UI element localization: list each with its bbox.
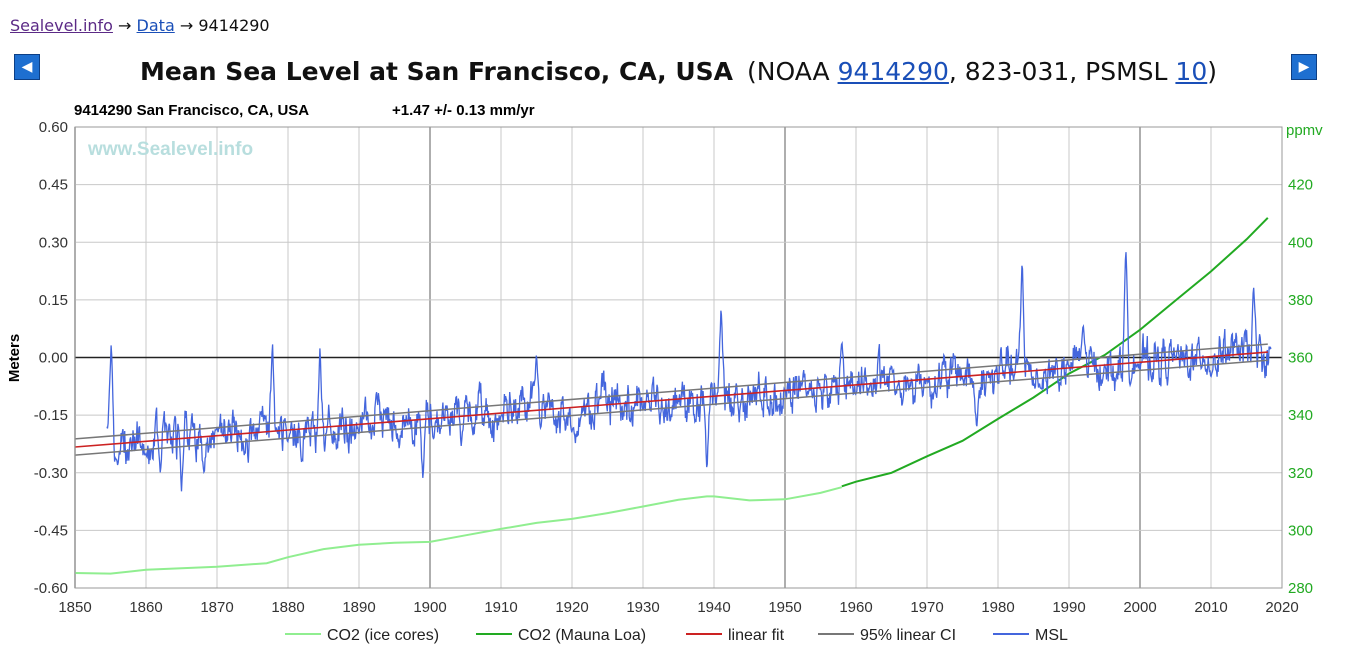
legend-label: 95% linear CI (860, 627, 956, 644)
y-tick-label: 0.00 (39, 350, 68, 367)
legend-label: CO2 (ice cores) (327, 627, 439, 644)
y-axis-label: Meters (6, 334, 23, 382)
plot-frame (74, 126, 1283, 589)
x-tick-label: 1920 (555, 599, 588, 616)
y2-tick-label: 380 (1288, 292, 1313, 309)
legend-label: linear fit (728, 627, 785, 644)
legend-co2-mauna-loa: CO2 (Mauna Loa) (476, 627, 646, 644)
x-tick-label: 1850 (58, 599, 91, 616)
station-ids: (NOAA 9414290, 823-031, PSMSL 10) (747, 57, 1217, 86)
linear-fit-line (74, 351, 1268, 448)
breadcrumb-current: 9414290 (198, 16, 270, 35)
ci-upper-line (74, 343, 1268, 440)
y2-tick-label: 360 (1288, 350, 1313, 367)
legend-co2-ice-cores: CO2 (ice cores) (285, 627, 439, 644)
page-title: Mean Sea Level at San Francisco, CA, USA… (0, 57, 1357, 86)
y2-tick-label: 320 (1288, 465, 1313, 482)
y2-tick-label: 340 (1288, 407, 1313, 424)
x-tick-label: 1900 (413, 599, 446, 616)
y2-tick-label: 400 (1288, 234, 1313, 251)
x-tick-label: 2020 (1265, 599, 1298, 616)
previous-station-button[interactable]: ◀ (14, 54, 40, 80)
y2-tick-label: 300 (1288, 522, 1313, 539)
legend-label: CO2 (Mauna Loa) (518, 627, 646, 644)
x-tick-label: 1890 (342, 599, 375, 616)
x-tick-label: 1870 (200, 599, 233, 616)
watermark: www.Sealevel.info (87, 139, 253, 160)
page-title-text: Mean Sea Level at San Francisco, CA, USA (140, 57, 734, 86)
y-tick-label: 0.60 (39, 119, 68, 136)
x-tick-label: 1930 (626, 599, 659, 616)
x-tick-label: 1880 (271, 599, 304, 616)
station-ids-middle: , 823-031, PSMSL (948, 57, 1168, 86)
series-layer (74, 217, 1282, 575)
legend: CO2 (ice cores) CO2 (Mauna Loa) linear fit… (285, 627, 1068, 644)
noaa-station-link[interactable]: 9414290 (837, 57, 949, 86)
breadcrumb-home-link[interactable]: Sealevel.info (10, 16, 113, 35)
y-tick-label: -0.60 (34, 580, 68, 597)
legend-label: MSL (1035, 627, 1068, 644)
y-tick-label: -0.30 (34, 465, 68, 482)
y-tick-label: -0.15 (34, 407, 68, 424)
co2-mauna-loa-line (841, 217, 1269, 488)
x-tick-label: 1970 (910, 599, 943, 616)
noaa-prefix: (NOAA (747, 57, 830, 86)
y-tick-label: 0.15 (39, 292, 68, 309)
x-tick-label: 2010 (1194, 599, 1227, 616)
station-ids-close: ) (1207, 57, 1217, 86)
left-arrow-icon: ◀ (21, 59, 33, 75)
x-tick-label: 1940 (697, 599, 730, 616)
y-tick-label: 0.45 (39, 177, 68, 194)
psmsl-station-link[interactable]: 10 (1175, 57, 1208, 86)
y-tick-label: -0.45 (34, 522, 68, 539)
trend-label: +1.47 +/- 0.13 mm/yr (392, 102, 535, 119)
breadcrumb-data-link[interactable]: Data (136, 16, 175, 35)
breadcrumb-arrow: → (179, 16, 194, 35)
right-arrow-icon: ▶ (1298, 59, 1310, 75)
x-tick-label: 1860 (129, 599, 162, 616)
chart-title: 9414290 San Francisco, CA, USA (74, 102, 309, 119)
x-tick-label: 1980 (981, 599, 1014, 616)
legend-msl: MSL (993, 627, 1068, 644)
legend-linear-fit: linear fit (686, 627, 785, 644)
ci-lower-line (74, 359, 1268, 456)
y2-tick-label: 280 (1288, 580, 1313, 597)
x-tick-label: 1950 (768, 599, 801, 616)
breadcrumb: Sealevel.info → Data → 9414290 (10, 16, 270, 35)
legend-95-ci: 95% linear CI (818, 627, 956, 644)
chart-axes: 1850 1860 1870 1880 1890 1900 1910 1920 1930 1940… (34, 119, 1313, 616)
co2-ice-cores-line (74, 486, 843, 575)
x-tick-label: 1960 (839, 599, 872, 616)
next-station-button[interactable]: ▶ (1291, 54, 1317, 80)
msl-line (106, 252, 1272, 492)
x-tick-label: 2000 (1123, 599, 1156, 616)
x-tick-label: 1990 (1052, 599, 1085, 616)
y2-axis-label: ppmv (1286, 122, 1323, 139)
breadcrumb-arrow: → (118, 16, 132, 35)
y2-tick-label: 420 (1288, 177, 1313, 194)
x-tick-label: 1910 (484, 599, 517, 616)
y-tick-label: 0.30 (39, 234, 68, 251)
